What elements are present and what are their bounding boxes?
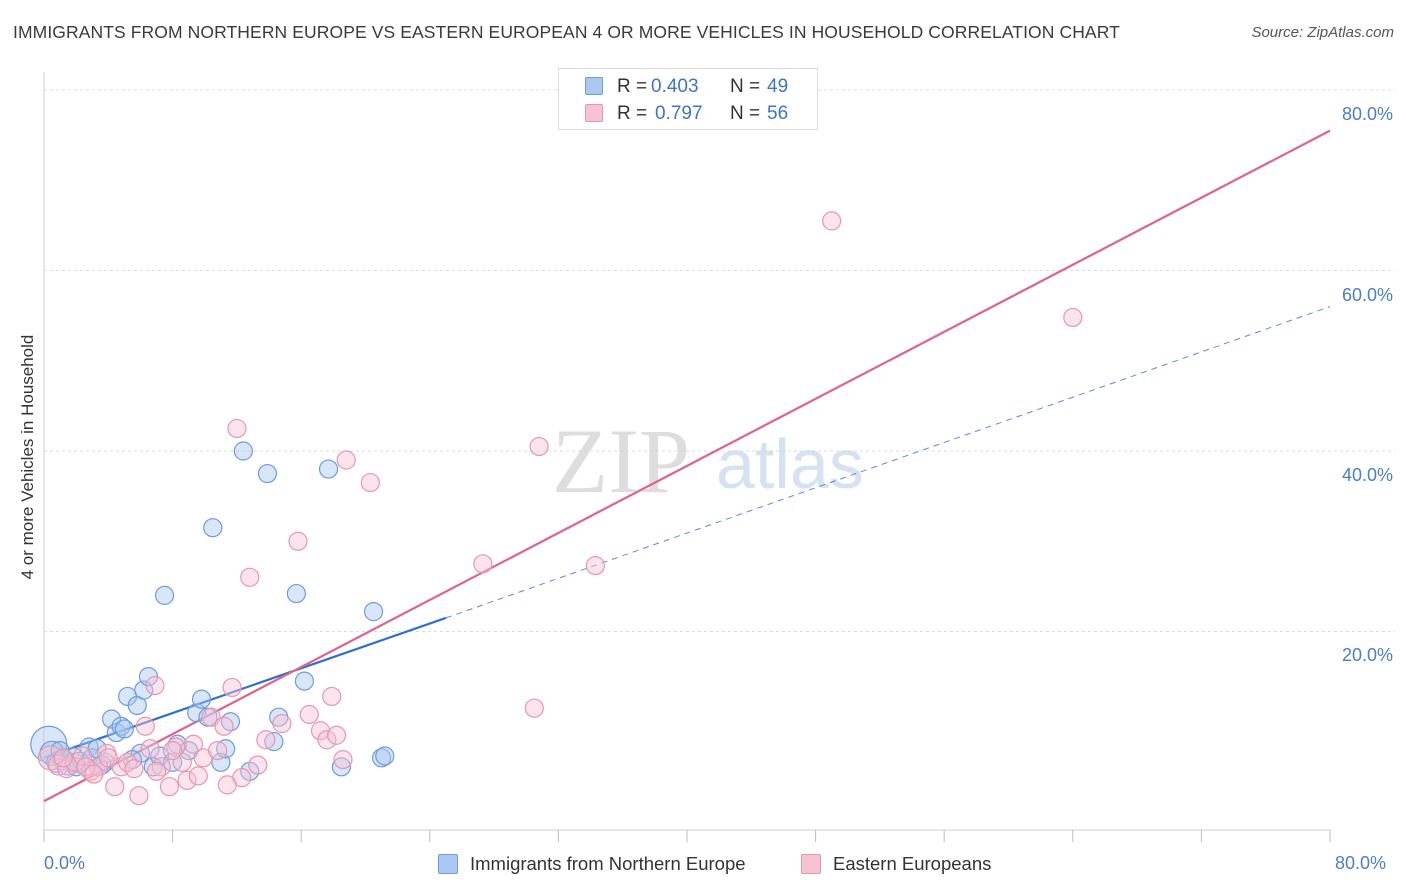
pink-point-15 [145, 676, 165, 696]
pink-point-30 [256, 730, 276, 750]
pink-point-12 [129, 786, 149, 806]
blue-point-25 [191, 689, 212, 709]
pink-point-51 [188, 766, 208, 786]
legend-n-value-pink: 56 [767, 103, 789, 124]
chart-source: Source: ZipAtlas.com [1251, 24, 1394, 41]
legend-n-label-pink: N = [730, 103, 761, 124]
pink-point-41 [473, 554, 493, 574]
pink-point-38 [333, 750, 353, 770]
pink-point-39 [336, 450, 356, 470]
pink-point-48 [76, 757, 96, 777]
blue-point-31 [233, 441, 253, 461]
legend-label-eastern-europeans: Eastern Europeans [833, 853, 992, 874]
pink-point-4 [72, 746, 93, 766]
pink-point-14 [140, 739, 160, 759]
pink-point-20 [177, 770, 197, 790]
blue-point-41 [371, 748, 392, 768]
pink-point-47 [53, 748, 73, 768]
blue-point-38 [318, 459, 339, 479]
y-tick-label-2: 40.0% [1341, 465, 1393, 485]
legend-r-value-pink: 0.797 [655, 103, 703, 124]
pink-point-29 [240, 567, 260, 587]
blue-point-39 [331, 757, 351, 777]
blue-point-13 [111, 716, 131, 736]
pink-point-17 [159, 777, 179, 797]
pink-point-36 [322, 686, 342, 707]
pink-point-24 [208, 740, 228, 761]
blue-point-37 [294, 671, 315, 691]
blue-point-42 [375, 746, 395, 766]
pink-point-37 [326, 725, 347, 745]
pink-point-44 [585, 556, 605, 576]
blue-point-21 [154, 585, 175, 605]
pink-point-43 [529, 436, 549, 457]
legend-item-northern-europe[interactable]: Immigrants from Northern Europe [438, 853, 746, 875]
x-tick-min: 0.0% [44, 853, 86, 873]
pink-point-42 [524, 698, 544, 718]
trendline-blue-extrapolated [445, 306, 1331, 619]
pink-point-27 [227, 418, 247, 439]
pink-point-45 [822, 211, 842, 231]
legend-swatch-northern-europe [438, 854, 458, 874]
legend-swatch-blue [585, 77, 603, 95]
legend-swatch-eastern-europeans [801, 854, 821, 874]
y-axis-label: 4 or more Vehicles in Household [18, 334, 37, 580]
pink-point-50 [146, 761, 167, 781]
pink-point-32 [288, 531, 308, 551]
legend-r-label-blue: R = [617, 76, 648, 97]
pink-point-52 [217, 775, 237, 795]
pink-point-25 [214, 716, 234, 736]
pink-point-26 [222, 677, 242, 698]
legend-label-northern-europe: Immigrants from Northern Europe [470, 853, 746, 874]
blue-point-14 [114, 719, 134, 739]
chart-title: IMMIGRANTS FROM NORTHERN EUROPE VS EASTE… [13, 22, 1120, 42]
legend-r-value-blue: 0.403 [651, 76, 699, 97]
legend-n-value-blue: 49 [767, 76, 789, 97]
blue-point-33 [257, 463, 278, 484]
y-tick-label-0: 80.0% [1341, 104, 1393, 125]
legend-swatch-pink [585, 104, 603, 122]
y-tick-label-1: 60.0% [1341, 284, 1393, 305]
legend-item-eastern-europeans[interactable]: Eastern Europeans [801, 853, 991, 875]
pink-point-21 [183, 734, 204, 754]
blue-point-36 [286, 583, 306, 604]
pink-point-13 [135, 716, 155, 736]
pink-point-40 [360, 472, 380, 493]
watermark-atlas: atlas [716, 425, 864, 503]
watermark-zip: ZIP [552, 410, 690, 512]
y-tick-label-3: 20.0% [1341, 645, 1393, 666]
blue-point-40 [363, 602, 384, 622]
pink-point-55 [163, 740, 183, 761]
stats-legend: R = 0.403 N = 49 R = 0.797 N = 56 [558, 68, 818, 130]
pink-point-31 [272, 713, 292, 734]
pink-point-8 [105, 777, 125, 797]
pink-point-33 [299, 704, 319, 725]
pink-point-53 [248, 755, 268, 775]
pink-point-35 [317, 730, 337, 750]
blue-point-29 [216, 739, 236, 759]
series-legend: Immigrants from Northern Europe Eastern … [0, 852, 1406, 878]
trendline-pink [43, 129, 1331, 803]
legend-n-label-blue: N = [730, 76, 761, 97]
trendline-blue [43, 616, 447, 759]
pink-point-54 [98, 748, 118, 768]
pink-point-11 [124, 759, 144, 779]
x-tick-max: 80.0% [1335, 853, 1387, 873]
pink-point-49 [84, 764, 104, 784]
blue-point-27 [203, 518, 223, 538]
pink-point-46 [1063, 307, 1083, 328]
blue-point-34 [264, 731, 284, 752]
legend-r-label-pink: R = [617, 103, 648, 124]
